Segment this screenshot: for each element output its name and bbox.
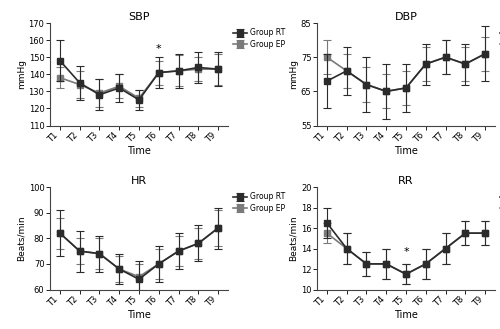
X-axis label: Time: Time: [394, 146, 418, 156]
Title: SBP: SBP: [128, 12, 150, 22]
Title: DBP: DBP: [394, 12, 417, 22]
Y-axis label: mmHg: mmHg: [17, 59, 26, 89]
Y-axis label: mmHg: mmHg: [289, 59, 298, 89]
Text: *: *: [156, 44, 162, 54]
Title: HR: HR: [131, 176, 147, 186]
Y-axis label: Beats/min: Beats/min: [17, 215, 26, 261]
Text: *: *: [403, 247, 409, 257]
Legend: Group RT, Group EP: Group RT, Group EP: [499, 191, 500, 214]
X-axis label: Time: Time: [127, 310, 151, 320]
X-axis label: Time: Time: [394, 310, 418, 320]
Legend: Group RT, Group EP: Group RT, Group EP: [499, 27, 500, 50]
X-axis label: Time: Time: [127, 146, 151, 156]
Title: RR: RR: [398, 176, 414, 186]
Legend: Group RT, Group EP: Group RT, Group EP: [232, 27, 287, 50]
Legend: Group RT, Group EP: Group RT, Group EP: [232, 191, 287, 214]
Y-axis label: Beats/min: Beats/min: [289, 215, 298, 261]
